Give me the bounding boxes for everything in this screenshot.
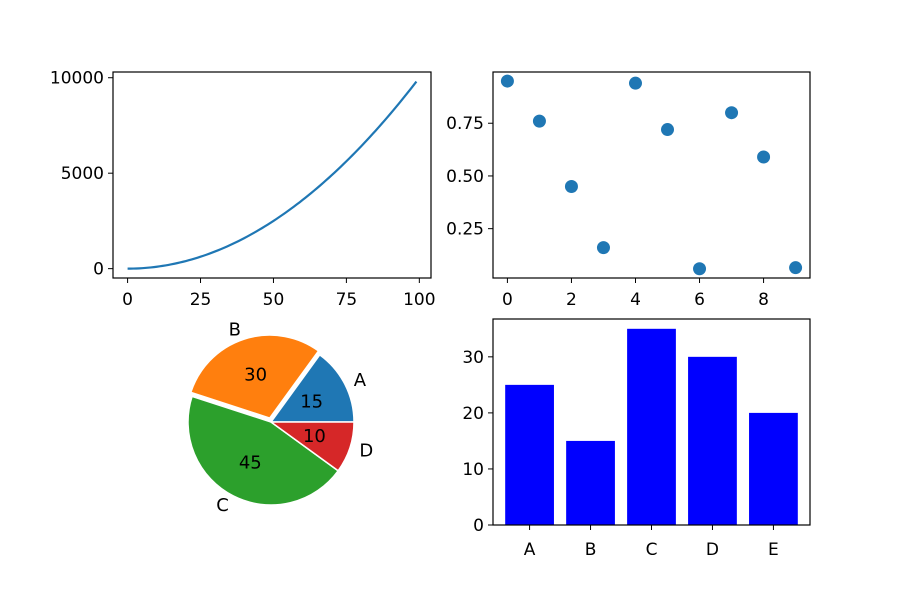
- pie-value-label: 45: [239, 453, 262, 474]
- bar-ytick-label: 30: [462, 348, 484, 368]
- scatter-xtick-label: 4: [630, 290, 641, 310]
- line-axes-frame: [112, 71, 432, 279]
- scatter-axes-frame: [492, 71, 811, 279]
- scatter-point: [628, 76, 642, 90]
- scatter-point: [500, 74, 514, 88]
- line-ytick-label: 10000: [50, 69, 104, 89]
- bar-category-label: A: [524, 540, 536, 560]
- line-xtick-label: 75: [336, 290, 358, 310]
- bar-ytick-label: 0: [473, 516, 484, 536]
- bar-category-label: B: [585, 540, 597, 560]
- bar: [688, 356, 737, 525]
- line-ytick-label: 5000: [61, 164, 104, 184]
- bar: [749, 412, 798, 525]
- scatter-ytick-label: 0.25: [446, 220, 484, 240]
- scatter-xtick-label: 8: [758, 290, 769, 310]
- scatter-chart: 0 2 4 6 8 0.25 0.50 0.75: [446, 71, 811, 310]
- bar-chart: A B C D E 0 10 20 30: [462, 318, 811, 560]
- bar-category-label: D: [706, 540, 719, 560]
- bar: [566, 440, 615, 525]
- scatter-point: [596, 241, 610, 255]
- pie-value-label: 15: [300, 391, 323, 412]
- pie-category-label: A: [354, 370, 367, 391]
- pie-value-label: 30: [244, 365, 267, 386]
- pie-slice: [189, 334, 320, 419]
- scatter-xtick-label: 2: [566, 290, 577, 310]
- scatter-xtick-label: 6: [694, 290, 705, 310]
- pie-value-label: 10: [303, 426, 326, 447]
- scatter-point: [789, 261, 803, 275]
- pie-category-label: C: [216, 495, 229, 516]
- line-ytick-label: 0: [93, 260, 104, 280]
- bar-category-label: E: [768, 540, 779, 560]
- scatter-point: [725, 106, 739, 120]
- line-chart: 0 25 50 75 100 0 5000 10000: [50, 69, 436, 310]
- line-series: [127, 80, 418, 270]
- scatter-xtick-label: 0: [502, 290, 513, 310]
- pie-slice: [268, 421, 355, 472]
- scatter-point: [661, 123, 675, 137]
- scatter-point: [532, 114, 546, 128]
- line-xtick-label: 100: [403, 290, 435, 310]
- scatter-point: [693, 262, 707, 276]
- pie-slice: [187, 395, 340, 506]
- bar: [627, 328, 676, 525]
- scatter-ytick-label: 0.75: [446, 114, 484, 134]
- pie-slice: [269, 353, 355, 423]
- line-xtick-label: 25: [190, 290, 212, 310]
- scatter-ytick-label: 0.50: [446, 167, 484, 187]
- pie-chart: 15 A 30 B 45 C 10 D: [187, 320, 373, 516]
- line-xtick-label: 50: [263, 290, 285, 310]
- bar-category-label: C: [646, 540, 658, 560]
- bar-ytick-label: 20: [462, 404, 484, 424]
- scatter-point: [564, 179, 578, 193]
- line-xtick-label: 0: [122, 290, 133, 310]
- pie-category-label: D: [359, 441, 373, 462]
- bar: [505, 384, 554, 525]
- pie-category-label: B: [229, 320, 241, 341]
- bar-ytick-label: 10: [462, 460, 484, 480]
- scatter-point: [757, 150, 771, 164]
